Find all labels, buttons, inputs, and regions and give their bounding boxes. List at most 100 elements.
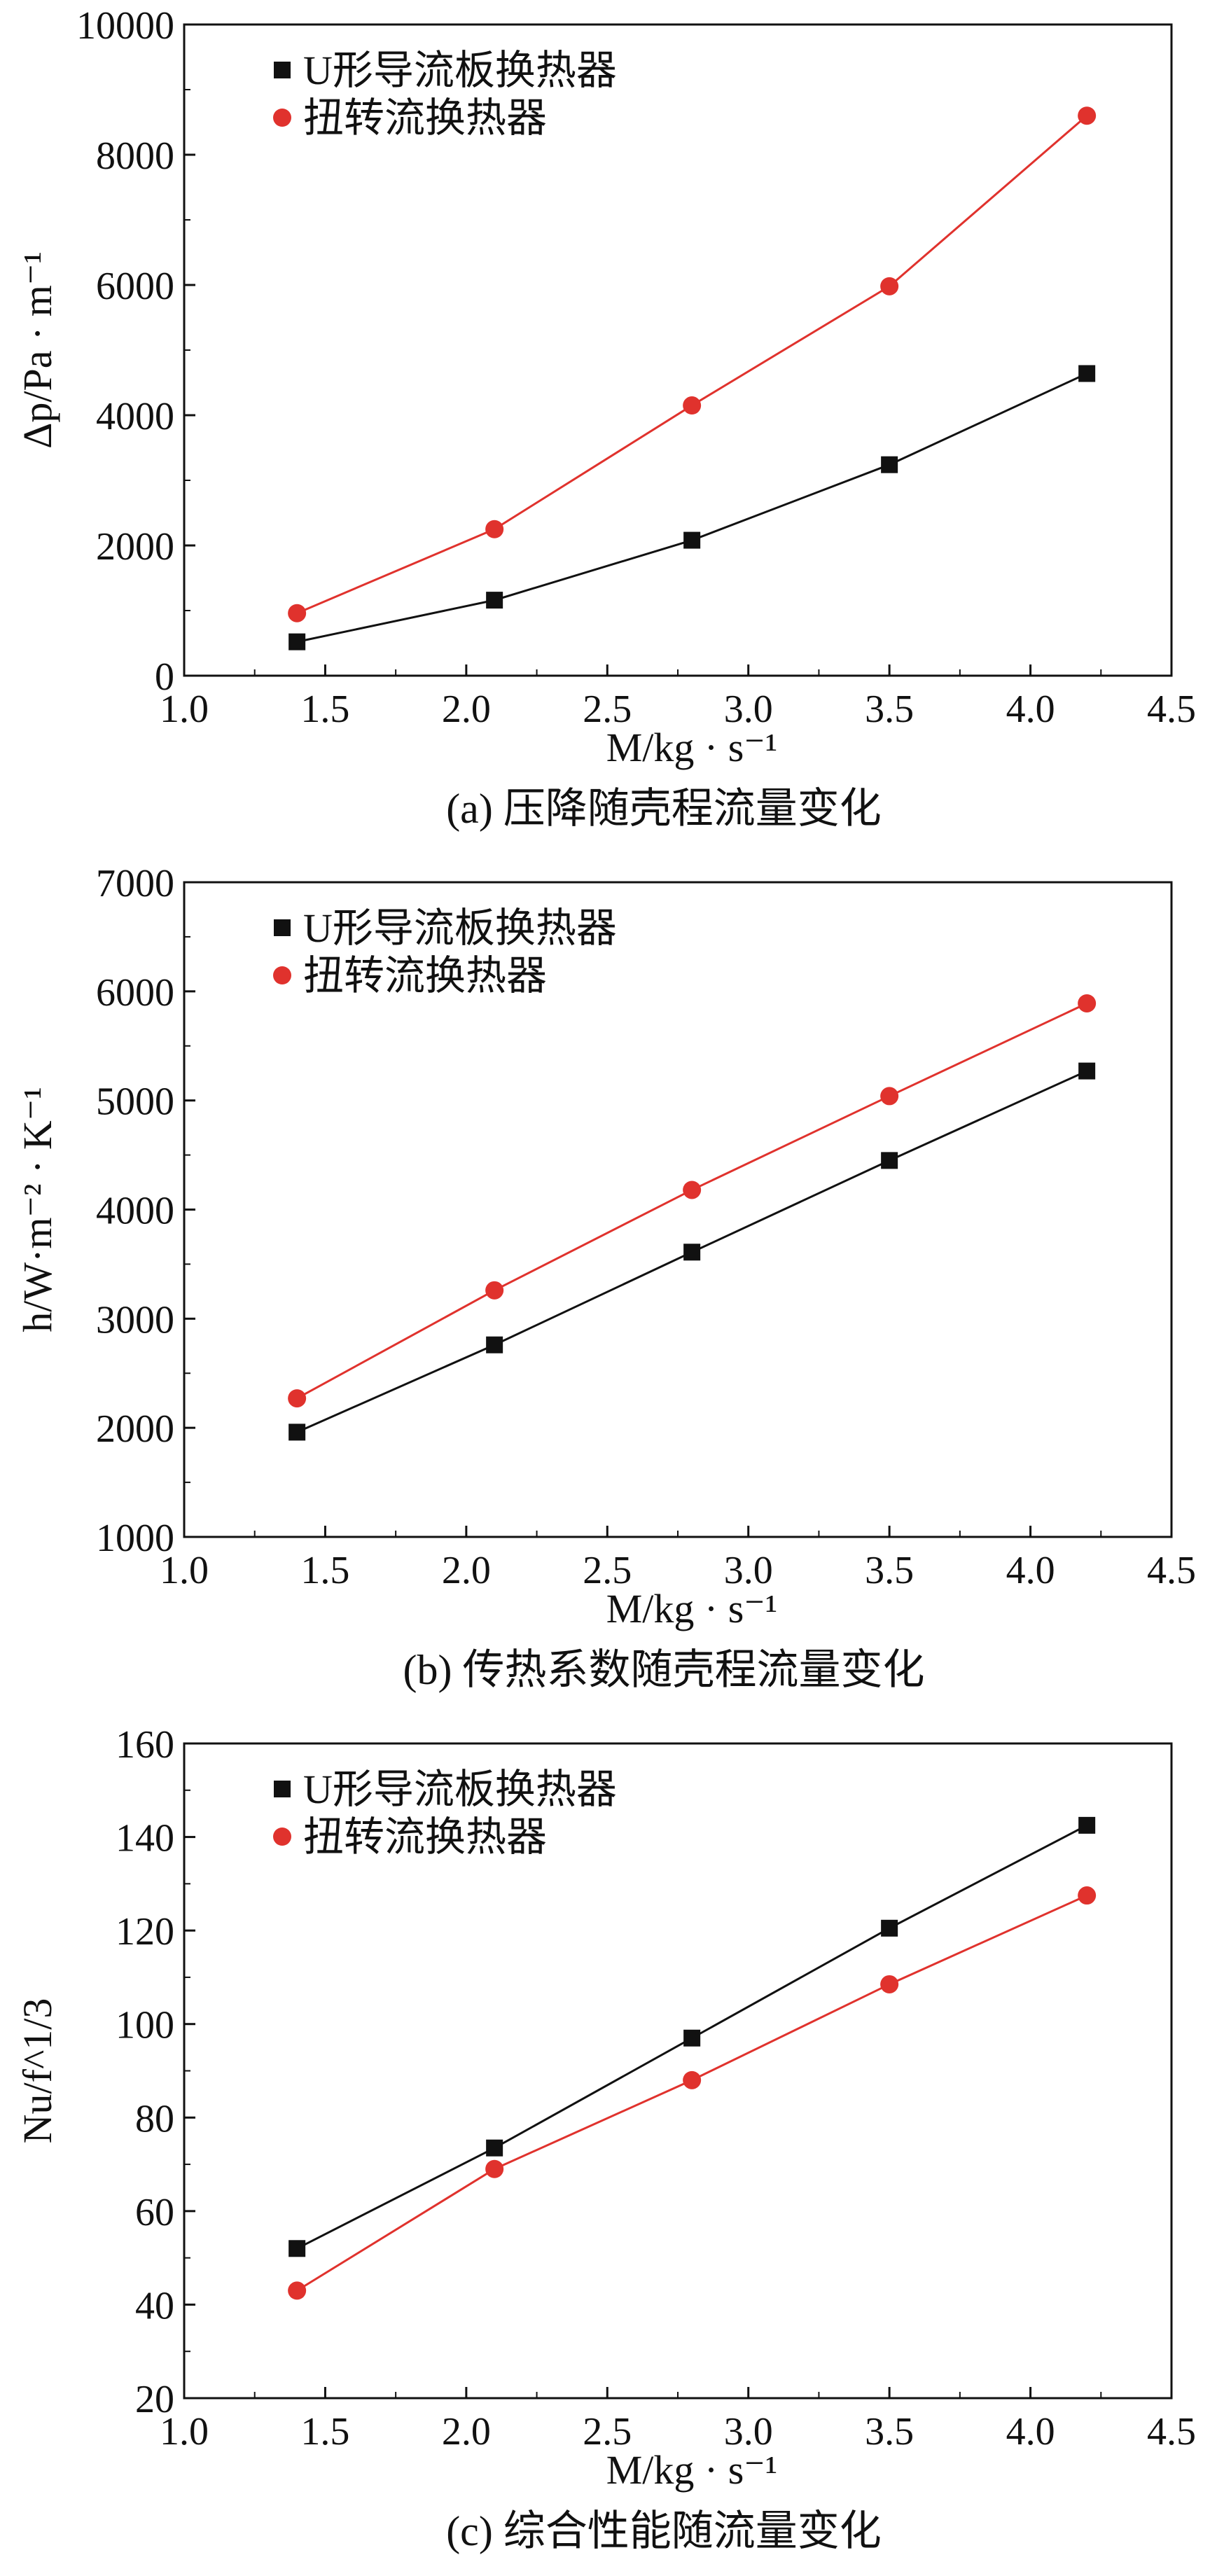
x-tick-label: 4.0 <box>1006 2410 1055 2453</box>
x-tick-label: 3.0 <box>724 1549 773 1592</box>
data-point-circle <box>485 2159 504 2178</box>
data-point-square <box>881 1152 898 1169</box>
x-tick-label: 3.5 <box>865 1549 914 1592</box>
x-tick-label: 1.5 <box>300 1549 349 1592</box>
x-tick-label: 2.5 <box>583 1549 632 1592</box>
series-line <box>296 1002 1087 1400</box>
data-point-circle <box>288 1389 307 1408</box>
x-tick-label: 3.0 <box>724 688 773 731</box>
legend-marker-circle <box>273 1827 291 1846</box>
legend-marker-circle <box>273 109 291 127</box>
y-tick-label: 4000 <box>96 395 174 438</box>
x-tick-label: 3.5 <box>865 688 914 731</box>
data-point-square <box>288 2240 306 2257</box>
y-tick-label: 120 <box>116 1910 174 1954</box>
chart-panel-a: 1.0 1.5 2.0 2.5 3.0 3.5 4.0 4.5 0 2000 4000 6000 800… <box>15 4 1196 832</box>
panel-caption: (b) 传热系数随壳程流量变化 <box>403 1647 925 1693</box>
data-point-square <box>288 633 306 650</box>
chart-panel-c: 1.0 1.5 2.0 2.5 3.0 3.5 4.0 4.5 20 40 60 80 100 120 14… <box>15 1723 1196 2554</box>
x-tick-label: 2.0 <box>442 2410 491 2453</box>
legend-marker-circle <box>273 966 291 984</box>
x-tick-label: 4.5 <box>1147 1549 1196 1592</box>
data-point-square <box>486 2139 503 2157</box>
y-tick-label: 100 <box>116 2004 174 2047</box>
legend-label: 扭转流换热器 <box>303 1814 547 1860</box>
data-point-square <box>881 1919 898 1937</box>
panel-caption: (c) 综合性能随流量变化 <box>446 2508 882 2554</box>
y-tick-label: 4000 <box>96 1190 174 1233</box>
x-tick-label: 2.5 <box>583 2410 632 2453</box>
data-point-circle <box>1078 994 1097 1012</box>
x-tick-label: 4.0 <box>1006 688 1055 731</box>
data-point-circle <box>880 1975 899 1993</box>
data-point-square <box>683 2029 701 2047</box>
y-tick-label: 80 <box>135 2097 174 2140</box>
x-tick-label: 1.5 <box>300 2410 349 2453</box>
legend-marker-square <box>274 62 291 78</box>
x-tick-label: 4.5 <box>1147 688 1196 731</box>
y-tick-label: 7000 <box>96 862 174 905</box>
data-point-circle <box>880 1087 899 1106</box>
x-axis-label: M/kg · s⁻¹ <box>606 725 778 770</box>
data-point-square <box>486 1336 503 1353</box>
series-u-type <box>288 365 1096 650</box>
series-line <box>296 1894 1087 2292</box>
x-axis-label: M/kg · s⁻¹ <box>606 1586 778 1631</box>
y-tick-label: 5000 <box>96 1080 174 1124</box>
data-point-circle <box>683 1181 702 1199</box>
y-tick-label: 8000 <box>96 134 174 178</box>
legend-marker-square <box>274 919 291 936</box>
series-twisted <box>288 1886 1097 2300</box>
data-point-circle <box>1078 1886 1097 1905</box>
data-point-square <box>288 1423 306 1441</box>
data-point-square <box>881 456 898 473</box>
legend-label: 扭转流换热器 <box>303 95 547 141</box>
x-tick-label: 1.0 <box>160 1549 209 1592</box>
x-tick-label: 4.0 <box>1006 1549 1055 1592</box>
legend-label: U形导流板换热器 <box>303 905 617 951</box>
data-point-square <box>1078 1816 1096 1834</box>
y-axis-label: Nu/f^1/3 <box>15 1998 60 2144</box>
panel-caption: (a) 压降随壳程流量变化 <box>446 786 882 832</box>
data-point-square <box>1078 365 1096 382</box>
y-tick-label: 6000 <box>96 265 174 308</box>
y-tick-label: 1000 <box>96 1517 174 1560</box>
series-twisted <box>288 994 1097 1408</box>
y-axis-label: Δp/Pa · m⁻¹ <box>15 251 60 449</box>
y-tick-label: 10000 <box>76 4 174 48</box>
legend-label: U形导流板换热器 <box>303 1767 617 1812</box>
data-point-circle <box>880 277 899 295</box>
y-tick-label: 3000 <box>96 1298 174 1342</box>
data-point-square <box>683 531 701 549</box>
y-tick-label: 140 <box>116 1817 174 1860</box>
x-tick-label: 1.0 <box>160 688 209 731</box>
x-tick-label: 1.0 <box>160 2410 209 2453</box>
y-tick-label: 2000 <box>96 525 174 569</box>
data-point-circle <box>1078 106 1097 125</box>
x-tick-label: 2.0 <box>442 1549 491 1592</box>
chart-panel-b: 1.0 1.5 2.0 2.5 3.0 3.5 4.0 4.5 1000 2000 3000 4000… <box>15 862 1196 1693</box>
data-point-square <box>683 1244 701 1261</box>
data-point-square <box>486 592 503 609</box>
y-tick-label: 0 <box>155 655 174 699</box>
series-u-type <box>288 1062 1096 1441</box>
x-tick-label: 3.0 <box>724 2410 773 2453</box>
x-tick-label: 1.5 <box>300 688 349 731</box>
data-point-circle <box>288 604 307 622</box>
y-tick-label: 6000 <box>96 971 174 1015</box>
legend-marker-square <box>274 1781 291 1797</box>
data-point-circle <box>288 2281 307 2300</box>
x-tick-label: 2.5 <box>583 688 632 731</box>
y-tick-label: 20 <box>135 2378 174 2421</box>
y-tick-label: 2000 <box>96 1407 174 1451</box>
y-axis-label: h/W·m⁻² · K⁻¹ <box>15 1087 60 1332</box>
x-tick-label: 3.5 <box>865 2410 914 2453</box>
data-point-circle <box>683 2070 702 2089</box>
x-axis-label: M/kg · s⁻¹ <box>606 2447 778 2493</box>
y-tick-label: 40 <box>135 2284 174 2327</box>
x-tick-label: 2.0 <box>442 688 491 731</box>
y-tick-label: 60 <box>135 2191 174 2234</box>
